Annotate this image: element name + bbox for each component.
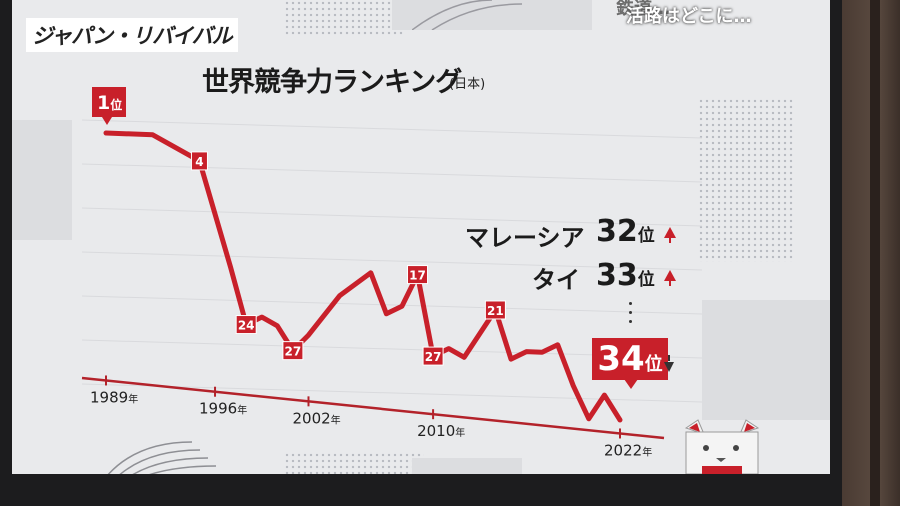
point-marker	[407, 265, 429, 285]
x-tick-label: 2010年	[417, 422, 465, 440]
point-marker	[282, 341, 304, 361]
comparison-thailand-rank: 33位	[596, 258, 655, 293]
latest-rank-unit: 位	[644, 354, 663, 375]
country-name: タイ	[532, 266, 580, 294]
chart-title: 世界競争力ランキング	[202, 67, 462, 98]
down-arrow-icon	[664, 362, 674, 372]
deco-arcs	[107, 441, 217, 474]
deco-top-arcs	[412, 0, 523, 30]
point-label: 24	[238, 319, 255, 333]
program-title: ジャパン・リバイバル	[26, 18, 238, 52]
subtitle: 活路はどこに…	[626, 6, 752, 27]
tv-screen: ジャパン・リバイバル 鉄道… 活路はどこに… 世界競争力ランキング (日本) 1…	[12, 0, 830, 474]
comparison-malaysia: マレーシア	[465, 218, 585, 253]
country-rank: 32	[596, 214, 638, 249]
country-name: マレーシア	[465, 224, 585, 252]
chart-subtitle: (日本)	[449, 77, 486, 92]
deco-dots-bottom	[284, 452, 424, 474]
x-axis-line	[81, 376, 665, 440]
grid-line	[81, 207, 703, 227]
up-arrow-icon	[664, 227, 676, 238]
latest-rank: 34	[597, 339, 645, 379]
grid-line	[81, 295, 703, 315]
deco-dots-top	[284, 0, 404, 36]
subtitle-partial: 鉄道…	[616, 0, 670, 19]
point-label: 21	[487, 304, 504, 318]
comparison-malaysia-rank: 32位	[596, 214, 655, 249]
deco-right-lower	[702, 300, 830, 420]
x-tick-label: 2002年	[292, 409, 340, 427]
mascot-cat-icon	[684, 419, 760, 474]
x-tick-label: 1989年	[90, 388, 138, 406]
deco-top-right-panel	[392, 0, 592, 30]
point-label: 17	[409, 269, 426, 283]
point-marker	[235, 315, 257, 335]
deco-bottom-panel	[412, 458, 522, 474]
point-marker	[422, 346, 444, 366]
point-label: 27	[285, 345, 302, 359]
grid-line	[81, 251, 703, 271]
first-rank-flag-pointer	[102, 117, 112, 125]
grid-line	[81, 163, 703, 183]
up-arrow-stem	[669, 237, 671, 243]
point-label: 4	[195, 155, 203, 169]
grid-line	[81, 119, 703, 139]
ranking-chart: 1989年 1996年 2002年 2010年 2022年 1位 4 24 27 17 27 21	[81, 87, 703, 459]
ellipsis-dots-icon	[629, 302, 632, 329]
latest-rank-callout: 34位	[592, 338, 668, 389]
point-label: 27	[425, 350, 442, 364]
comparison-thailand: タイ	[532, 260, 580, 295]
rank-unit: 位	[637, 270, 655, 290]
deco-dots-right	[698, 98, 794, 262]
grid-line	[81, 383, 703, 403]
point-label: 1位	[97, 92, 122, 114]
deco-left-panel	[12, 120, 72, 240]
first-rank-flag	[92, 87, 126, 117]
x-tick-label: 2022年	[604, 441, 652, 459]
down-arrow-stem	[668, 355, 670, 361]
point-marker	[190, 151, 208, 171]
x-tick-label: 1996年	[199, 400, 247, 418]
point-marker	[484, 300, 506, 320]
rank-unit: 位	[637, 226, 655, 246]
wall-strip	[870, 0, 880, 506]
up-arrow-icon	[664, 270, 676, 281]
country-rank: 33	[596, 258, 638, 293]
up-arrow-stem	[669, 280, 671, 286]
